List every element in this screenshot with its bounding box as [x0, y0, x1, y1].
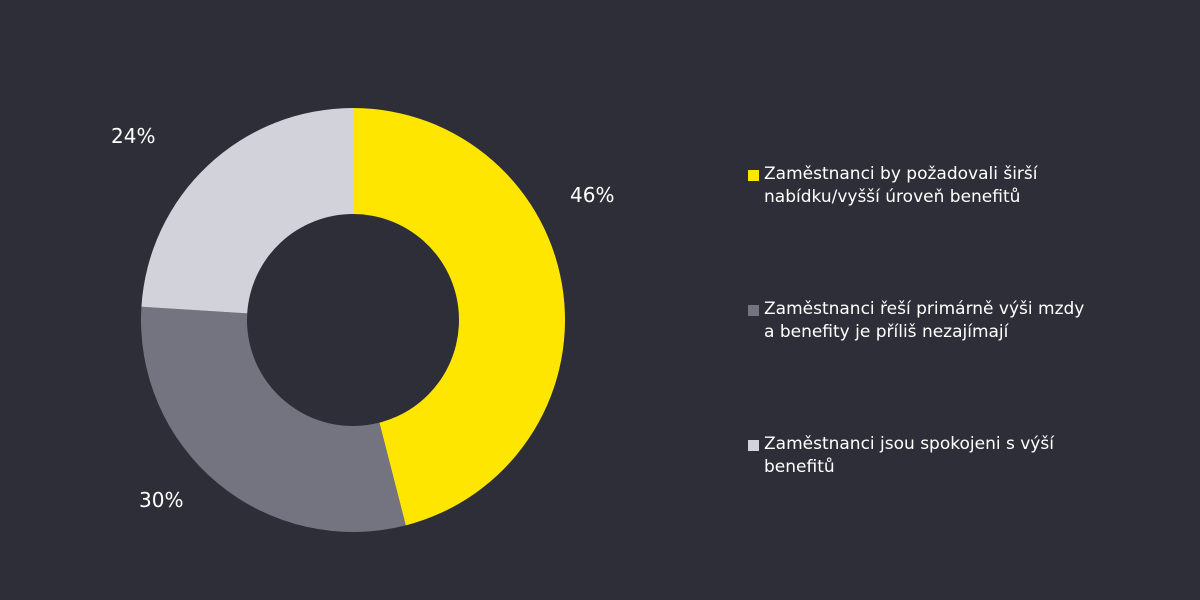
legend-label: Zaměstnanci by požadovali širší nabídku/…: [764, 164, 1038, 207]
donut-slice-2: [140, 306, 406, 533]
legend-swatch: [748, 305, 759, 316]
data-label-slice-3: 24%: [111, 124, 156, 148]
data-label-slice-2: 30%: [139, 488, 184, 512]
data-label-slice-1: 46%: [570, 183, 615, 207]
legend-label: Zaměstnanci řeší primárně výši mzdy a be…: [764, 299, 1085, 342]
legend-item-2: Zaměstnanci řeší primárně výši mzdy a be…: [748, 298, 1108, 344]
donut-slice-3: [141, 108, 353, 314]
legend-swatch: [748, 170, 759, 181]
legend-item-1: Zaměstnanci by požadovali širší nabídku/…: [748, 163, 1108, 209]
legend-label: Zaměstnanci jsou spokojeni s výší benefi…: [764, 434, 1054, 477]
legend-item-3: Zaměstnanci jsou spokojeni s výší benefi…: [748, 433, 1108, 479]
legend-swatch: [748, 440, 759, 451]
donut-slice-1: [353, 108, 566, 526]
